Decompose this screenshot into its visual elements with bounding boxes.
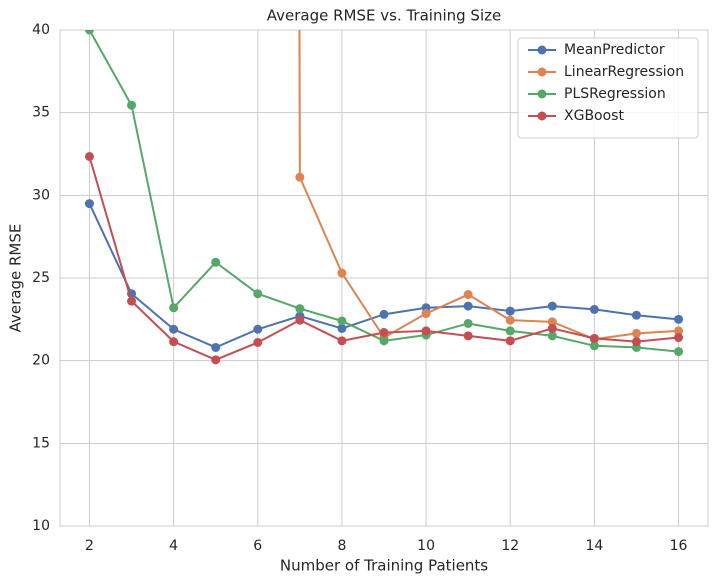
legend-label: PLSRegression [564, 86, 666, 102]
data-point [674, 347, 684, 357]
data-point [547, 323, 557, 333]
data-point [169, 337, 179, 347]
x-tick-label: 6 [253, 538, 262, 554]
data-point [547, 301, 557, 311]
data-point [253, 324, 263, 334]
x-tick-label: 8 [337, 538, 346, 554]
data-point [463, 318, 473, 328]
data-point [127, 296, 137, 306]
x-tick-label: 10 [417, 538, 435, 554]
y-tick-label: 40 [32, 22, 50, 38]
y-tick-label: 10 [32, 518, 50, 534]
data-point [379, 328, 389, 338]
data-point [674, 326, 684, 336]
data-point [674, 333, 684, 343]
data-point [127, 100, 137, 110]
data-point [211, 355, 221, 365]
data-point [84, 30, 94, 35]
x-tick-label: 16 [670, 538, 688, 554]
data-point [547, 331, 557, 341]
y-axis-label: Average RMSE [7, 224, 25, 333]
data-point [631, 310, 641, 320]
data-point [337, 316, 347, 326]
data-point [169, 324, 179, 334]
data-point [379, 309, 389, 319]
y-tick-label: 20 [32, 353, 50, 369]
data-point [84, 199, 94, 209]
series-line [88, 203, 679, 349]
data-point [211, 342, 221, 352]
legend-marker [537, 89, 547, 99]
x-tick-label: 2 [85, 538, 94, 554]
data-point [589, 333, 599, 343]
y-tick-label: 15 [32, 435, 50, 451]
data-point [337, 268, 347, 278]
data-point [505, 315, 515, 325]
data-point [211, 257, 221, 267]
data-point [505, 326, 515, 336]
legend-label: LinearRegression [564, 64, 684, 80]
data-point [589, 304, 599, 314]
y-tick-label: 35 [32, 105, 50, 121]
data-point [169, 303, 179, 313]
data-point [253, 337, 263, 347]
legend-box [517, 37, 699, 139]
legend-marker [537, 67, 547, 77]
legend-marker [537, 111, 547, 121]
plot-area [84, 30, 684, 365]
y-tick-label: 25 [32, 270, 50, 286]
data-point [295, 315, 305, 325]
legend-label: XGBoost [564, 108, 624, 124]
data-point [421, 326, 431, 336]
data-point [379, 336, 389, 346]
data-point [463, 290, 473, 300]
data-point [631, 337, 641, 347]
data-point [674, 314, 684, 324]
data-point [295, 172, 305, 182]
data-point [463, 301, 473, 311]
chart-title: Average RMSE vs. Training Size [267, 7, 501, 25]
plot-frame [59, 29, 709, 527]
x-tick-label: 4 [169, 538, 178, 554]
x-axis-label: Number of Training Patients [280, 557, 488, 575]
x-tick-label: 12 [501, 538, 519, 554]
legend-marker [537, 45, 547, 55]
data-point [505, 336, 515, 346]
data-point [421, 309, 431, 319]
data-point [253, 289, 263, 299]
data-point [505, 306, 515, 316]
legend-label: MeanPredictor [564, 42, 665, 58]
data-point [589, 341, 599, 351]
data-point [84, 151, 94, 161]
data-point [295, 304, 305, 314]
data-point [547, 317, 557, 327]
data-point [337, 336, 347, 346]
data-point [463, 331, 473, 341]
data-point [631, 328, 641, 338]
data-point [337, 323, 347, 333]
x-tick-label: 14 [585, 538, 603, 554]
y-tick-label: 30 [32, 187, 50, 203]
